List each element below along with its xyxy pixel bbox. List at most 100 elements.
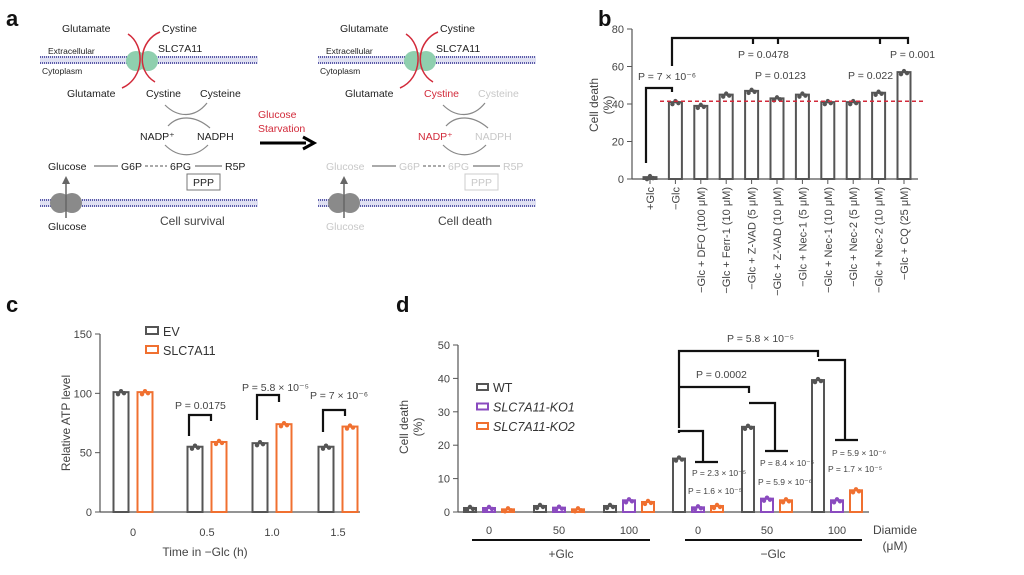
reduction-arrow	[442, 102, 486, 116]
significance-bracket	[679, 385, 751, 393]
data-point	[192, 443, 198, 448]
bar-series-0	[672, 457, 686, 513]
x-tick-label: −Glc + Nec-1 (10 μM)	[823, 187, 835, 293]
data-point	[676, 455, 682, 460]
legend-swatch	[145, 345, 159, 354]
data-point	[623, 500, 629, 505]
g6p-label: G6P	[399, 161, 420, 173]
y-axis-label: Relative ATP level	[59, 375, 73, 471]
data-point	[254, 442, 260, 448]
data-point	[673, 458, 679, 463]
reduction-arrow	[164, 102, 208, 116]
p-value-label: P = 0.0123	[755, 70, 806, 82]
nadph-arrow	[445, 117, 489, 129]
data-point	[692, 507, 698, 512]
x-tick-label: 50	[553, 525, 565, 537]
arrow-label-line2: Starvation	[258, 123, 305, 135]
x-axis-label: Time in −Glc (h)	[162, 545, 247, 559]
outcome-label: Cell survival	[160, 214, 225, 228]
x-tick-label: 0	[486, 525, 492, 537]
data-point	[486, 504, 492, 510]
data-point	[873, 92, 878, 97]
nadp-label: NADP⁺	[140, 131, 175, 143]
data-point	[645, 498, 651, 504]
data-point	[607, 502, 613, 508]
y-tick-label: 50	[438, 340, 450, 352]
regeneration-arrow	[442, 144, 487, 156]
significance-bracket	[677, 349, 820, 428]
data-point	[323, 443, 329, 448]
data-point	[901, 68, 907, 74]
bar	[667, 101, 683, 180]
cystine-import-arrow	[419, 31, 439, 83]
p-value-label: P = 7 × 10⁻⁶	[638, 71, 696, 83]
significance-bracket	[187, 413, 213, 436]
y-tick-label: 50	[80, 448, 92, 460]
x-tick-label: −Glc + Ferr-1 (10 μM)	[721, 187, 733, 294]
data-point	[642, 501, 648, 507]
data-point	[853, 487, 859, 492]
data-point	[216, 438, 222, 444]
data-point	[764, 495, 770, 500]
cysteine-label: Cysteine	[200, 88, 241, 100]
glutamate-export-arrow	[399, 33, 419, 89]
slc7a11-label: SLC7A11	[158, 43, 202, 55]
data-point	[724, 91, 729, 96]
ppp-label: PPP	[193, 177, 214, 189]
data-point	[575, 506, 581, 511]
bar	[794, 93, 810, 180]
legend-label: SLC7A11-KO1	[493, 401, 575, 415]
slc7a11-transporter-icon	[138, 51, 158, 71]
ppp-label: PPP	[471, 177, 492, 189]
data-point	[745, 423, 751, 429]
data-point	[537, 502, 543, 508]
glutamate-label: Glutamate	[67, 88, 116, 100]
y-tick-label: 20	[438, 440, 450, 452]
nadp-label: NADP⁺	[418, 131, 453, 143]
data-point	[749, 87, 754, 93]
arrow-label-line1: Glucose	[258, 109, 297, 121]
glucose-label: Glucose	[48, 161, 87, 173]
data-point	[556, 504, 562, 509]
chart-d: 0 10 20 30 40 50 0 50 100 0 50 100 +Glc −Glc Diamide (μ…	[397, 333, 917, 561]
bar	[693, 104, 709, 180]
y-tick-label: 0	[86, 507, 92, 519]
data-point	[812, 379, 818, 385]
y-tick-label: 40	[438, 373, 450, 385]
regeneration-arrow	[164, 144, 209, 156]
p-value-label: P = 0.022	[848, 70, 893, 82]
r5p-label: R5P	[503, 161, 523, 173]
ppp-box	[186, 173, 221, 191]
data-point	[800, 91, 805, 96]
data-point	[483, 507, 489, 513]
panel-label-d: d	[396, 292, 409, 317]
x-tick-label: −Glc + Nec-2 (5 μM)	[848, 187, 860, 287]
arrow-head-icon	[302, 135, 318, 151]
bar-slc7a11	[341, 425, 359, 513]
data-point	[139, 391, 145, 397]
data-point	[714, 502, 720, 508]
nadph-arrow	[167, 117, 211, 129]
slc7a11-transporter-icon	[416, 51, 436, 71]
data-point	[695, 504, 701, 509]
significance-bracket	[818, 358, 858, 442]
membrane	[40, 199, 258, 207]
cystine-label: Cystine	[440, 23, 475, 35]
data-point	[553, 507, 559, 512]
glucose-transporter-icon	[340, 193, 360, 213]
data-point	[281, 420, 287, 426]
bar-series-0	[811, 379, 825, 513]
x-tick-label: −Glc + Z-VAD (10 μM)	[772, 187, 784, 296]
x-tick-label: −Glc	[670, 187, 682, 210]
y-tick-label: 60	[612, 62, 624, 74]
data-point	[344, 426, 350, 431]
arrow-head-icon	[62, 176, 70, 184]
legend-label: SLC7A11	[163, 344, 216, 358]
x-tick-label: −Glc + Nec-1 (5 μM)	[797, 187, 809, 287]
glucose-label: Glucose	[326, 221, 365, 233]
y-axis-label: Cell death	[587, 78, 601, 132]
y-tick-label: 30	[438, 407, 450, 419]
data-point	[670, 101, 675, 107]
data-point	[118, 388, 124, 394]
p-value-label: P = 1.7 × 10⁻⁵	[828, 464, 882, 474]
